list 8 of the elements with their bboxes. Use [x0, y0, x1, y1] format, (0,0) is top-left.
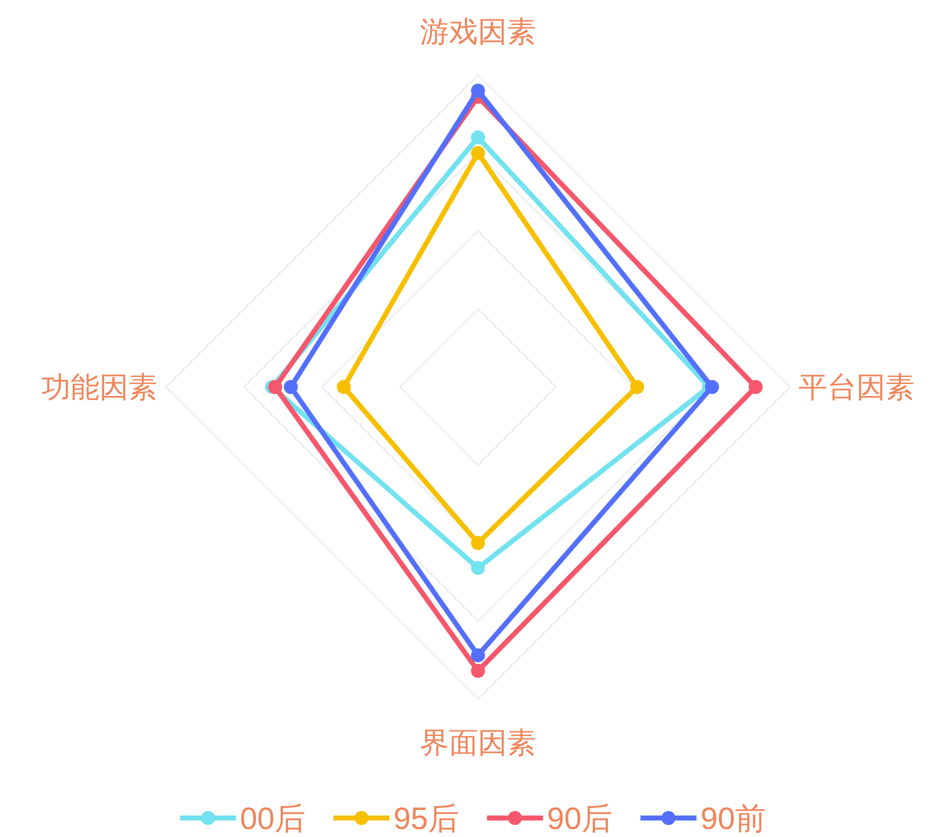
spoke-label: 界面因素	[420, 728, 536, 760]
spoke-label: 功能因素	[41, 372, 158, 404]
legend-label: 95后	[394, 801, 459, 836]
legend-label: 90前	[700, 801, 766, 836]
spoke-label: 平台因素	[798, 372, 915, 404]
legend-label: 00后	[240, 801, 306, 836]
legend-label: 90后	[547, 801, 612, 836]
spoke-label: 游戏因素	[420, 16, 536, 48]
